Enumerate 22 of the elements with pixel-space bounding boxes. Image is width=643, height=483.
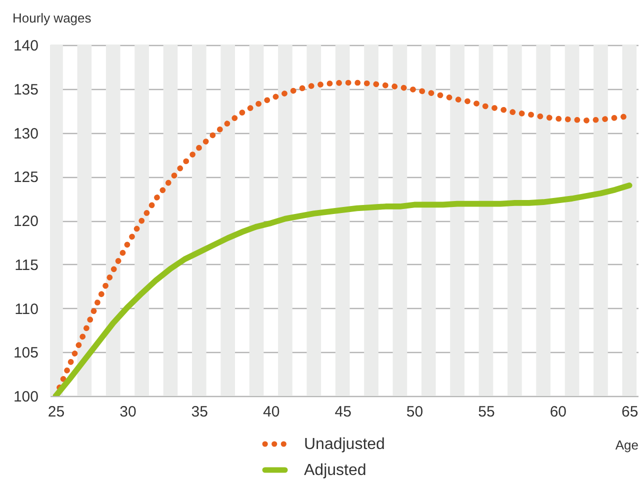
y-tick-label: 105 — [13, 344, 38, 362]
x-tick-label: 65 — [622, 404, 638, 420]
x-tick-label: 60 — [550, 404, 567, 420]
y-tick-label: 125 — [13, 169, 38, 186]
legend-label: Unadjusted — [304, 436, 385, 453]
y-tick-label: 135 — [13, 81, 38, 98]
x-tick-label: 25 — [48, 404, 65, 420]
x-tick-label: 55 — [478, 404, 495, 420]
x-tick-label: 50 — [406, 404, 424, 420]
y-tick-label: 140 — [13, 38, 38, 54]
y-tick-label: 115 — [14, 256, 38, 274]
y-tick-label: 120 — [13, 213, 38, 230]
x-tick-label: 30 — [120, 404, 136, 420]
x-axis-title: Age — [615, 438, 638, 452]
y-tick-label: 110 — [14, 300, 38, 318]
x-tick-label: 45 — [334, 404, 352, 420]
y-tick-label: 130 — [13, 125, 38, 142]
legend-label: Adjusted — [304, 462, 366, 479]
y-tick-label: 100 — [13, 388, 38, 406]
x-tick-label: 35 — [191, 404, 208, 420]
y-axis-title: Hourly wages — [12, 10, 92, 26]
x-tick-label: 40 — [263, 404, 280, 420]
